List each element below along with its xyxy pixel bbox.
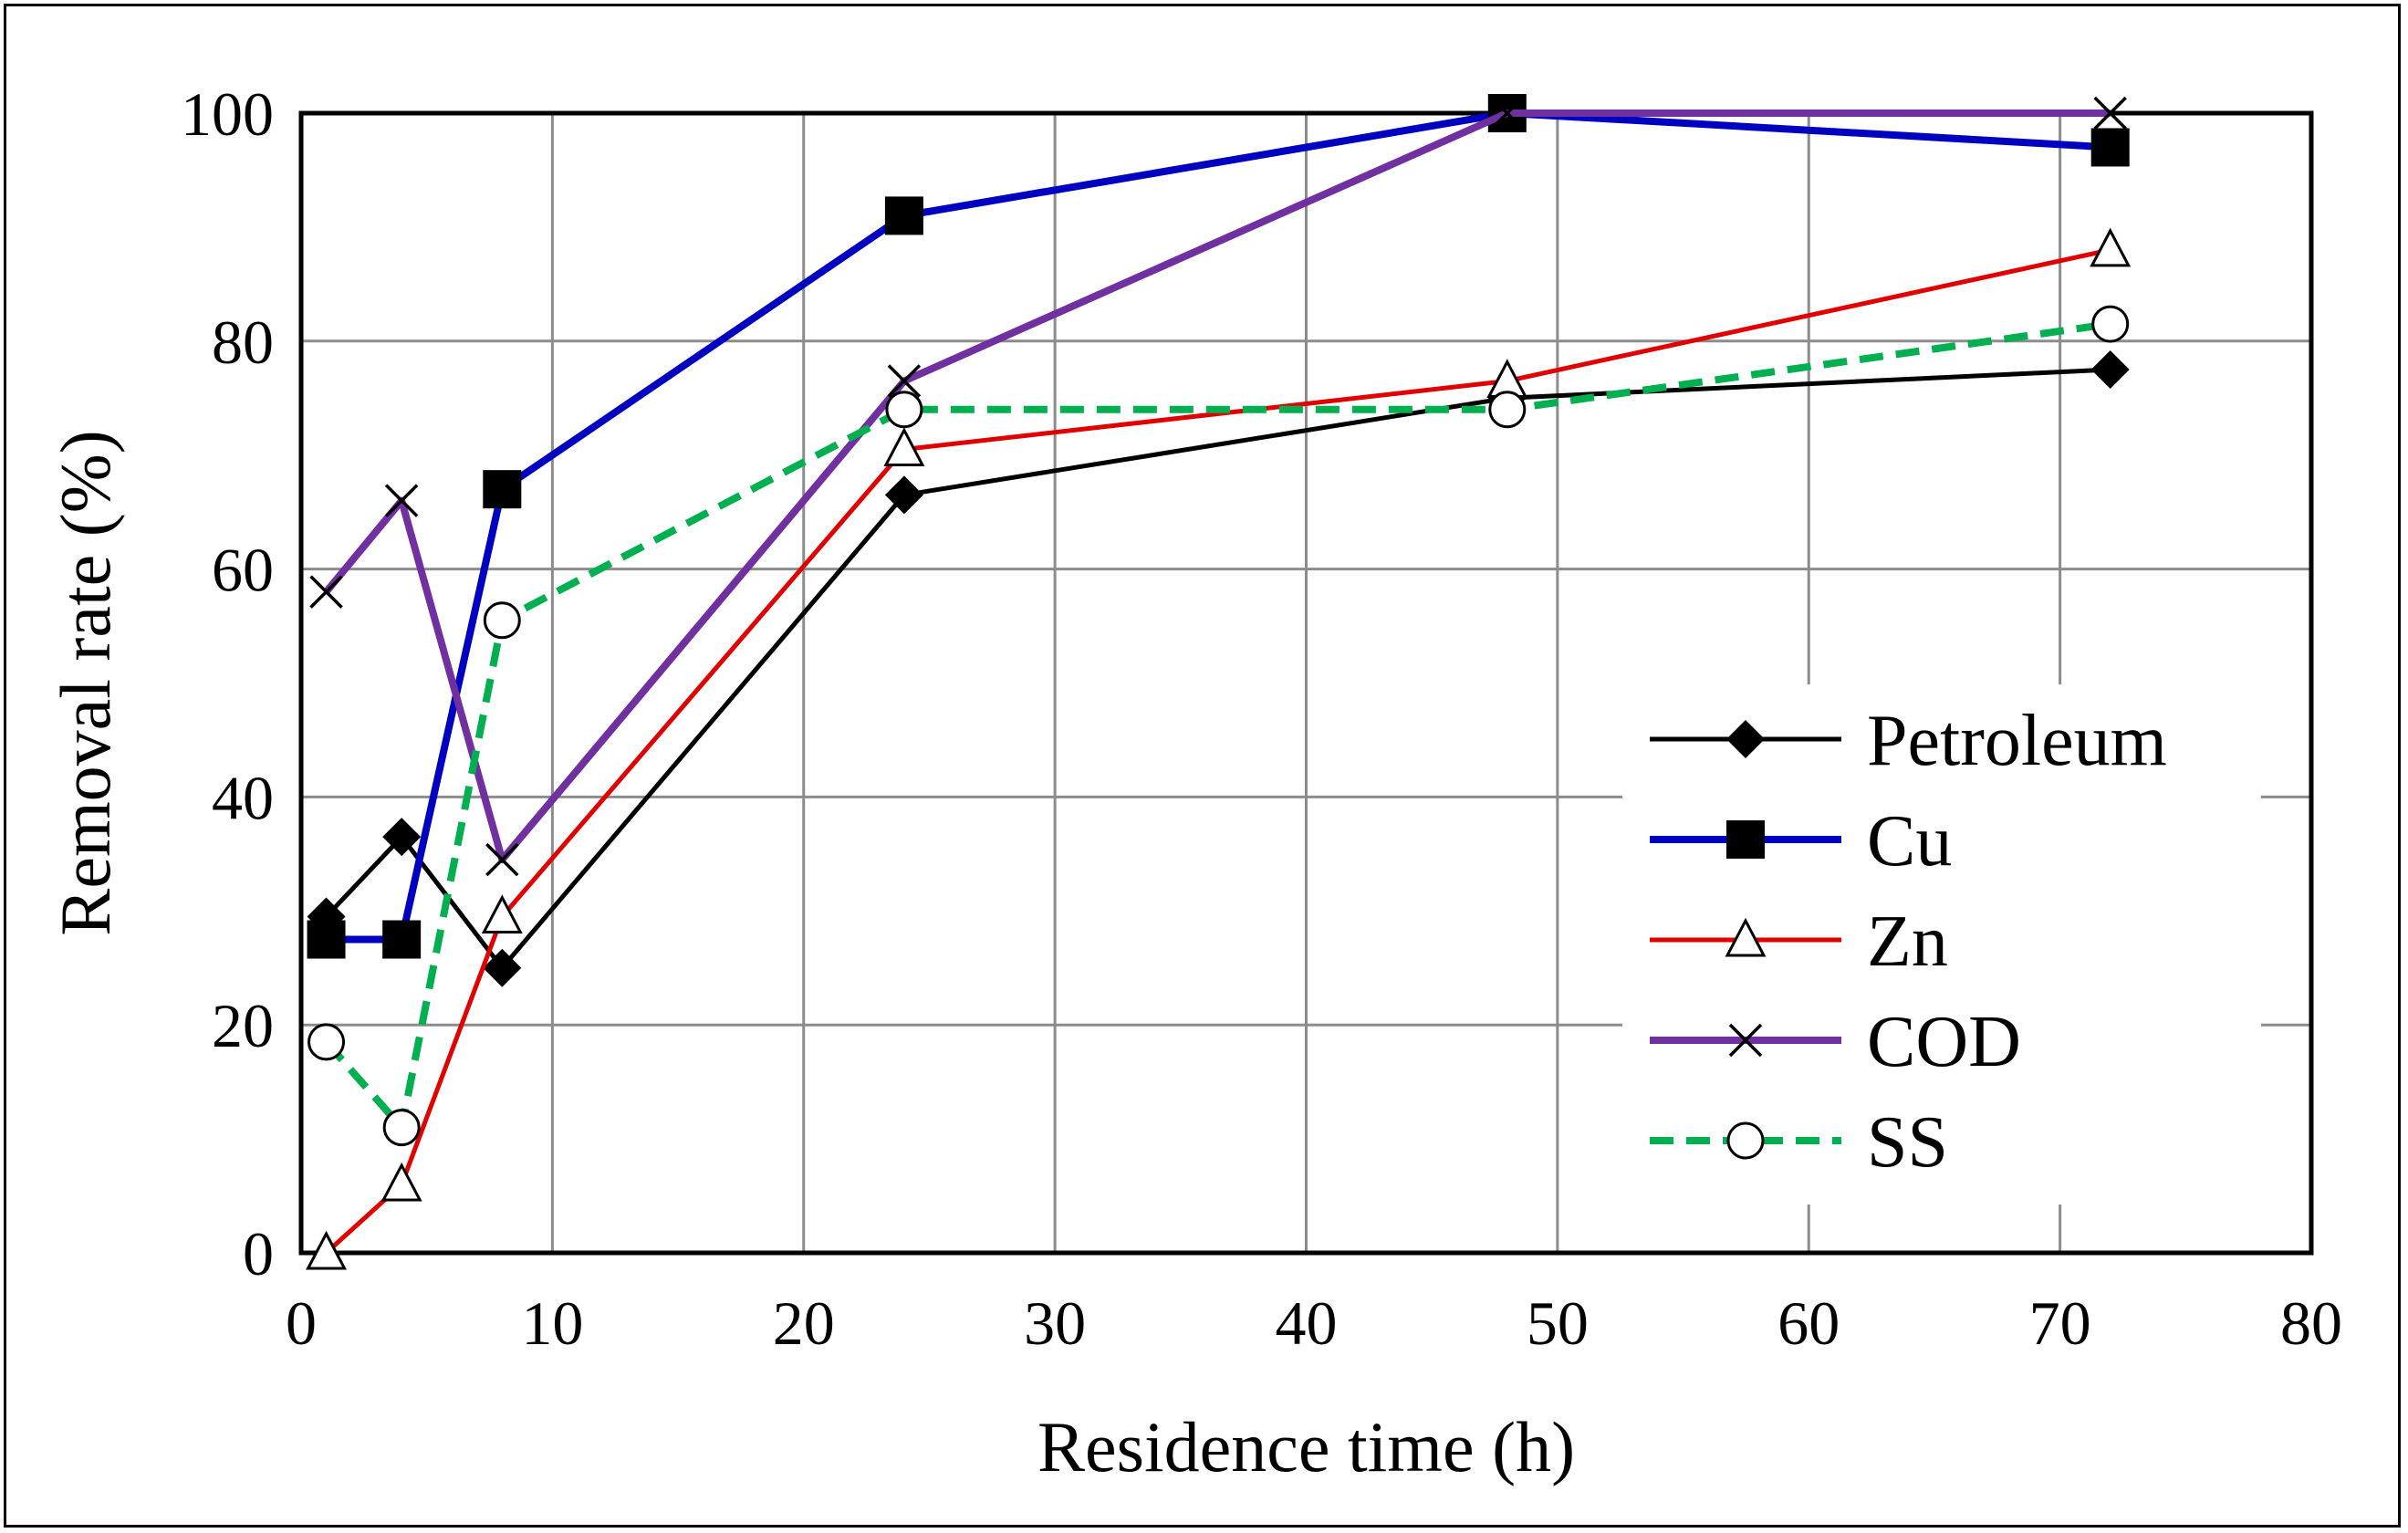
y-axis-title: Removal rate (%) [46, 430, 125, 935]
series-ss [308, 305, 2130, 1147]
legend-label-zn: Zn [1867, 902, 1948, 982]
x-tick-label: 30 [1024, 1288, 1086, 1358]
legend: Petroleum Cu Zn COD SS [1650, 701, 2167, 1183]
legend-item-ss: SS [1650, 1102, 1948, 1183]
legend-item-petroleum: Petroleum [1650, 701, 2167, 781]
x-tick-label: 60 [1777, 1288, 1840, 1358]
data-point-petroleum [307, 897, 346, 936]
data-point-cu [2090, 128, 2130, 167]
data-point-petroleum [382, 818, 422, 857]
data-point-petroleum [884, 475, 923, 515]
legend-marker-cod [1728, 1023, 1763, 1058]
legend-marker-cu [1726, 820, 1765, 859]
y-tick-label: 20 [212, 991, 274, 1060]
marker-stroke [2093, 96, 2127, 130]
series-line-cod [323, 110, 2111, 864]
series-zn [306, 227, 2132, 1270]
data-point-cu [884, 196, 923, 235]
legend-label-petroleum: Petroleum [1867, 701, 2167, 781]
data-point-cod [384, 484, 419, 517]
data-point-ss [2091, 305, 2130, 343]
legend-background [1622, 684, 2261, 1204]
legend-label-cod: COD [1867, 1002, 2021, 1082]
data-point-zn [883, 427, 925, 466]
data-point-cu [483, 470, 522, 509]
legend-item-zn: Zn [1650, 902, 1948, 982]
marker-stroke [309, 575, 343, 609]
series-cod [309, 96, 2127, 877]
legend-label-cu: Cu [1867, 801, 1952, 881]
legend-item-cod: COD [1650, 1002, 2021, 1082]
series-line-ss [323, 320, 2111, 1132]
marker-stroke [485, 842, 519, 877]
marker-stroke [1728, 1023, 1763, 1058]
marker-stroke [887, 364, 922, 398]
y-tick-label: 100 [181, 79, 274, 149]
x-tick-label: 10 [521, 1288, 583, 1358]
marker-stroke [384, 484, 419, 517]
x-tick-label: 40 [1276, 1288, 1338, 1358]
data-point-zn [481, 894, 523, 934]
x-tick-label: 20 [773, 1288, 835, 1358]
data-point-zn [380, 1162, 422, 1202]
legend-label-ss: SS [1867, 1102, 1948, 1183]
legend-marker-ss [1726, 1121, 1765, 1160]
data-point-zn [306, 1230, 348, 1270]
y-tick-label: 0 [243, 1219, 274, 1288]
data-point-cod [1490, 96, 1525, 130]
data-point-zn [2090, 227, 2132, 267]
data-point-ss [1488, 391, 1527, 429]
x-axis-title: Residence time (h) [1037, 1407, 1575, 1486]
data-point-ss [308, 1023, 346, 1061]
legend-marker-petroleum [1726, 720, 1765, 758]
x-tick-label: 70 [2029, 1288, 2091, 1358]
y-tick-label: 80 [212, 308, 274, 377]
tick-labels: 0 10 20 30 40 50 60 70 80 0 20 40 60 80 100 [181, 79, 2342, 1358]
data-point-cod [485, 842, 519, 877]
data-point-petroleum [483, 948, 522, 987]
x-tick-label: 80 [2280, 1288, 2342, 1358]
x-tick-label: 50 [1527, 1288, 1589, 1358]
data-point-petroleum [2090, 350, 2130, 390]
data-point-ss [885, 391, 923, 429]
series-layer [306, 94, 2132, 1270]
data-point-cu [382, 920, 422, 959]
data-point-ss [382, 1109, 421, 1147]
data-point-cod [887, 364, 922, 398]
x-tick-label: 0 [286, 1288, 317, 1358]
data-point-ss [483, 601, 521, 640]
legend-marker-zn [1725, 917, 1767, 957]
plot-area [298, 110, 2314, 1256]
marker-stroke [1490, 96, 1525, 130]
legend-item-cu: Cu [1650, 801, 1952, 881]
y-tick-label: 60 [212, 536, 274, 605]
y-tick-label: 40 [212, 763, 274, 832]
data-point-cu [307, 920, 346, 959]
data-point-cod [2093, 96, 2127, 130]
data-point-cod [309, 575, 343, 609]
